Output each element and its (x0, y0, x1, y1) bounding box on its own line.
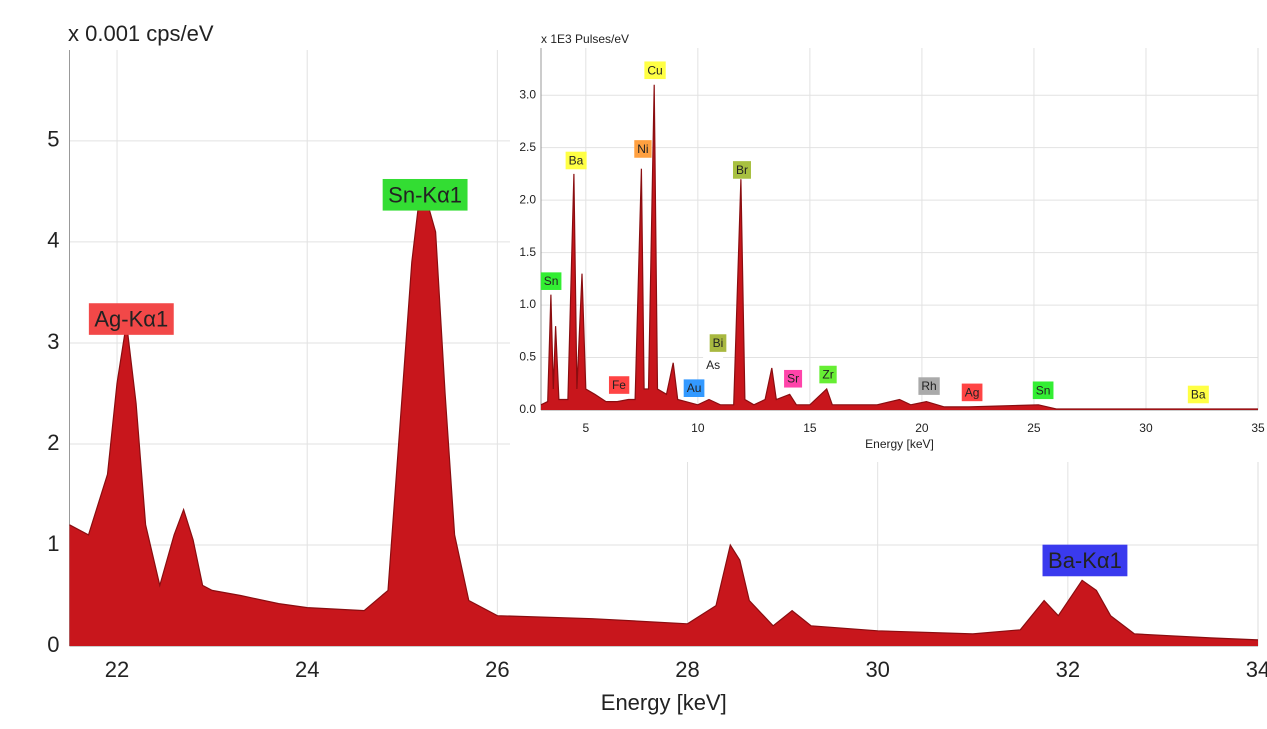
y-tick-label: 1.0 (519, 297, 536, 311)
peak-label-box (608, 376, 630, 394)
peak-label-box (634, 140, 652, 158)
peak-label-box (644, 61, 666, 80)
peak-label-box (1187, 385, 1209, 404)
x-tick-label: 34 (1246, 657, 1267, 682)
x-tick-label: 32 (1056, 657, 1080, 682)
peak-label-box (1032, 381, 1054, 400)
peak-label-box (709, 334, 727, 352)
peak-label-box (683, 379, 705, 397)
x-tick-label: 20 (915, 421, 929, 435)
y-tick-label: 0 (47, 632, 59, 657)
x-tick-label: 35 (1251, 421, 1265, 435)
y-tick-label: 3.0 (519, 87, 536, 101)
peak-label: Sn (1036, 383, 1051, 397)
y-tick-label: 4 (47, 228, 59, 253)
peak-label-box (819, 365, 837, 384)
peak-label: Fe (612, 378, 626, 392)
x-axis-label: Energy [keV] (865, 437, 934, 451)
peak-label: Bi (713, 336, 724, 350)
peak-label: Zr (822, 368, 833, 382)
peak-label: Au (687, 381, 702, 395)
peak-label: Ba (569, 153, 584, 167)
peak-label-box (1042, 544, 1128, 577)
x-tick-label: 28 (675, 657, 699, 682)
x-tick-label: 30 (865, 657, 889, 682)
x-tick-label: 26 (485, 657, 509, 682)
y-tick-label: 3 (47, 329, 59, 354)
spectrum-line (540, 84, 1258, 410)
axis-unit-title: x 0.001 cps/eV (68, 21, 214, 46)
x-tick-label: 22 (105, 657, 129, 682)
peak-label: Ag-Kα1 (94, 307, 168, 332)
peak-label-box (784, 369, 803, 388)
peak-label: Cu (647, 63, 662, 77)
y-tick-label: 1 (47, 531, 59, 556)
peak-label: Br (736, 163, 748, 177)
peak-label: Ag (965, 385, 980, 399)
peak-label: Sn (544, 274, 559, 288)
peak-label-box (732, 161, 751, 179)
y-tick-label: 2.0 (519, 192, 536, 206)
axis-unit-title: x 1E3 Pulses/eV (541, 32, 629, 46)
peak-label: Ba-Kα1 (1048, 548, 1122, 573)
spectrum-line (69, 181, 1259, 641)
y-tick-label: 2 (47, 430, 59, 455)
x-tick-label: 25 (1027, 421, 1041, 435)
x-tick-label: 10 (691, 421, 705, 435)
x-tick-label: 15 (803, 421, 817, 435)
peak-label-box (382, 178, 468, 211)
peak-label-box (703, 356, 724, 374)
x-tick-label: 5 (582, 421, 589, 435)
peak-label-box (565, 151, 587, 170)
peak-label: Rh (921, 379, 936, 393)
peak-label: Sn-Kα1 (388, 182, 462, 207)
x-tick-label: 24 (295, 657, 319, 682)
spectrum-fill (69, 181, 1258, 647)
y-tick-label: 0.0 (519, 402, 536, 416)
y-tick-label: 1.5 (519, 245, 536, 259)
peak-label: Ni (637, 142, 648, 156)
y-tick-label: 0.5 (519, 350, 536, 364)
peak-label-box (918, 377, 940, 395)
x-tick-label: 30 (1139, 421, 1153, 435)
peak-label: Ba (1191, 387, 1206, 401)
peak-label: Sr (787, 372, 799, 386)
y-tick-label: 2.5 (519, 140, 536, 154)
peak-label-box (540, 272, 562, 290)
peak-label-box (961, 383, 983, 402)
peak-label: As (706, 358, 720, 372)
inset-background (510, 25, 1267, 462)
inset-chart: 5 10 15 20 25 30 35 0.0 0.5 1.0 1.5 2.0 2.5 3.0 x 1E3 … (519, 32, 1265, 451)
x-axis-label: Energy [keV] (601, 690, 727, 715)
y-tick-label: 5 (47, 127, 59, 152)
peak-label-box (88, 303, 174, 335)
